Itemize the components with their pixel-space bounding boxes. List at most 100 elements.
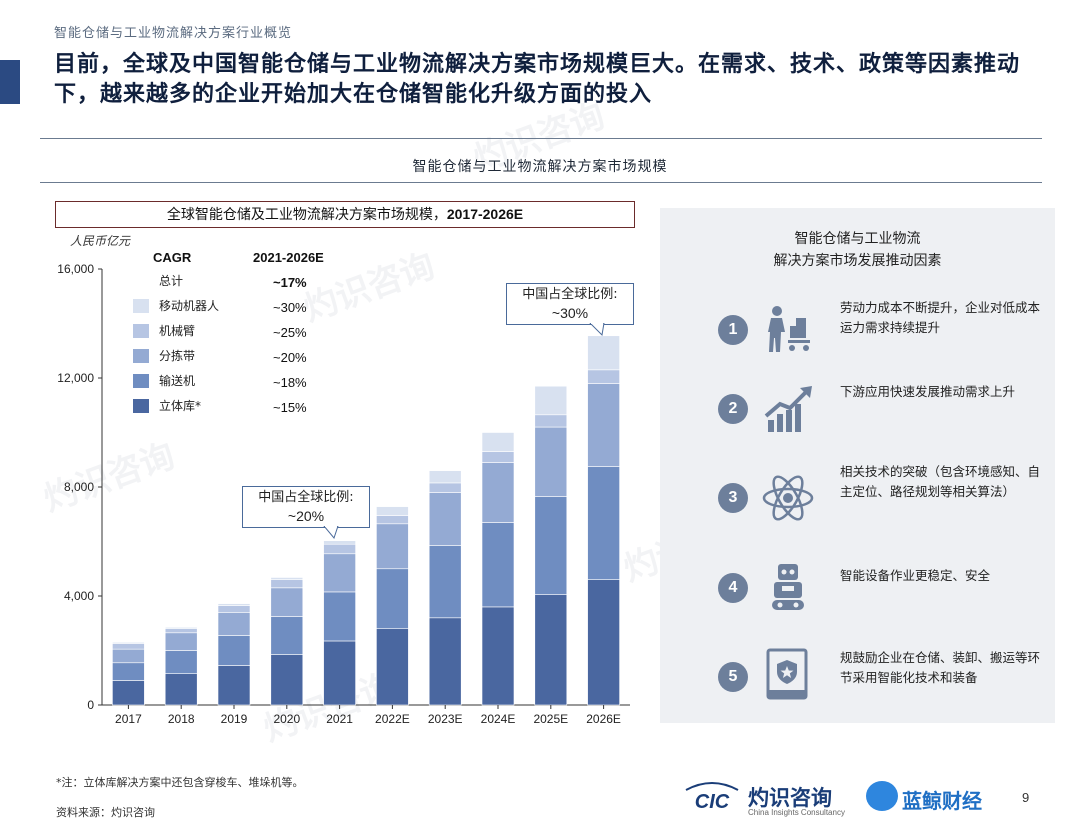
page-number: 9 [1022, 790, 1030, 805]
legend-swatch [133, 324, 149, 338]
bar-segment [323, 543, 356, 555]
x-tick-label: 2018 [168, 712, 195, 726]
bar-segment [376, 568, 409, 630]
bar-segment [534, 414, 568, 428]
bar-segment [164, 632, 198, 651]
chart-title-text: 全球智能仓储及工业物流解决方案市场规模， [166, 207, 447, 223]
bar-segment [270, 587, 304, 617]
callout-value: ~20% [287, 508, 325, 524]
driver-number: 4 [718, 573, 748, 603]
bar-segment [164, 628, 198, 634]
bar-segment [428, 545, 462, 619]
bar-segment [112, 643, 145, 650]
bar-segment [587, 383, 620, 467]
driver-item: 3 相关技术的突破（包含环境感知、自主定位、路径规划等相关算法） [660, 464, 1055, 546]
legend-cagr-value: ~30% [273, 300, 307, 315]
driver-item: 5 规鼓励企业在仓储、装卸、搬运等环节采用智能化技术和装备 [660, 644, 1055, 724]
driver-number: 2 [718, 394, 748, 424]
x-tick-label: 2023E [428, 712, 463, 726]
drivers-title: 智能仓储与工业物流 解决方案市场发展推动因素 [660, 228, 1055, 272]
callout-label: 中国占全球比例: [522, 287, 618, 302]
bar-segment [270, 654, 304, 706]
bar-segment [217, 665, 251, 706]
divider [40, 138, 1042, 139]
bar-segment [481, 451, 515, 463]
legend-cagr-value: ~20% [273, 350, 307, 365]
callout-value: ~30% [551, 305, 589, 321]
growth-chart-icon [764, 386, 812, 432]
driver-text: 相关技术的突破（包含环境感知、自主定位、路径规划等相关算法） [840, 464, 1041, 499]
legend-swatch [133, 374, 149, 388]
y-tick-label: 8,000 [64, 480, 94, 494]
legend-cagr-value: ~25% [273, 325, 307, 340]
bar-segment [428, 470, 462, 484]
bar-segment [270, 616, 304, 655]
bar-segment [376, 523, 409, 570]
robot-icon [772, 564, 804, 610]
accent-bar [0, 60, 20, 104]
callout-china-share-2026: 中国占全球比例: ~30% [506, 283, 634, 325]
bar-segment [534, 496, 568, 595]
cic-logo-text: CIC [695, 791, 730, 813]
y-tick-label: 0 [87, 698, 94, 712]
legend-label: 总计 [159, 274, 183, 288]
bar-segment [428, 617, 462, 706]
chart-heading: 智能仓储与工业物流解决方案市场规模 [412, 159, 668, 175]
legend-swatch [133, 349, 149, 363]
bar-segment [270, 577, 304, 580]
x-tick-label: 2020 [273, 712, 300, 726]
bar-segment [217, 612, 251, 636]
bar-segment [481, 432, 515, 452]
drivers-title-line: 智能仓储与工业物流 [794, 231, 921, 247]
legend-cagr-value: ~17% [273, 275, 307, 290]
whale-icon [866, 781, 898, 811]
driver-text: 智能设备作业更稳定、安全 [840, 568, 991, 583]
y-tick-label: 4,000 [64, 589, 94, 603]
bar-segment [481, 462, 515, 523]
bar-segment [587, 335, 620, 371]
legend-header-cagr: CAGR [153, 250, 192, 265]
bar-segment [534, 385, 568, 416]
policy-book-icon [766, 648, 808, 700]
callout-pointer [323, 526, 339, 540]
x-tick-label: 2026E [586, 712, 621, 726]
bar-segment [323, 640, 356, 706]
bar-segment [217, 605, 251, 613]
source-note: 资料来源：灼识咨询 [56, 806, 155, 819]
y-tick-label: 12,000 [57, 371, 94, 385]
cic-logo: CIC [685, 782, 739, 813]
bar-segment [112, 662, 145, 681]
drivers-panel: 智能仓储与工业物流 解决方案市场发展推动因素 1 劳动力成本不断提升，企业对低成… [660, 208, 1055, 723]
chart-title-box: 全球智能仓储及工业物流解决方案市场规模，2017-2026E [55, 201, 635, 228]
bar-segment [112, 648, 145, 664]
bar-segment [323, 591, 356, 642]
x-tick-label: 2021 [326, 712, 353, 726]
bar-segment [217, 603, 251, 606]
bar-segment [428, 482, 462, 493]
legend-cagr-value: ~18% [273, 375, 307, 390]
footnote: *注：立体库解决方案中还包含穿梭车、堆垛机等。 [56, 776, 304, 789]
driver-item: 4 智能设备作业更稳定、安全 [660, 560, 1055, 640]
chart-title-range: 2017-2026E [446, 206, 524, 222]
logo-text-en: China Insights Consultancy [748, 808, 845, 817]
x-tick-label: 2022E [375, 712, 410, 726]
bar-segment [164, 650, 198, 674]
section-title: 智能仓储与工业物流解决方案行业概览 [54, 26, 293, 41]
legend-cagr-value: ~15% [273, 400, 307, 415]
legend-label: 立体库* [159, 398, 201, 413]
driver-item: 1 劳动力成本不断提升，企业对低成本运力需求持续提升 [660, 290, 1055, 370]
atom-icon [762, 475, 814, 521]
legend-swatch [133, 299, 149, 313]
x-tick-label: 2019 [221, 712, 248, 726]
divider [40, 182, 1042, 183]
x-tick-label: 2024E [481, 712, 516, 726]
bar-segment [376, 628, 409, 706]
bar-segment [112, 642, 145, 644]
callout-label: 中国占全球比例: [258, 490, 354, 505]
bar-segment [481, 606, 515, 706]
legend-swatch [133, 399, 149, 413]
bar-segment [164, 627, 198, 629]
legend-label: 分拣带 [159, 348, 195, 363]
bar-segment [270, 579, 304, 589]
bar-segment [323, 540, 356, 545]
